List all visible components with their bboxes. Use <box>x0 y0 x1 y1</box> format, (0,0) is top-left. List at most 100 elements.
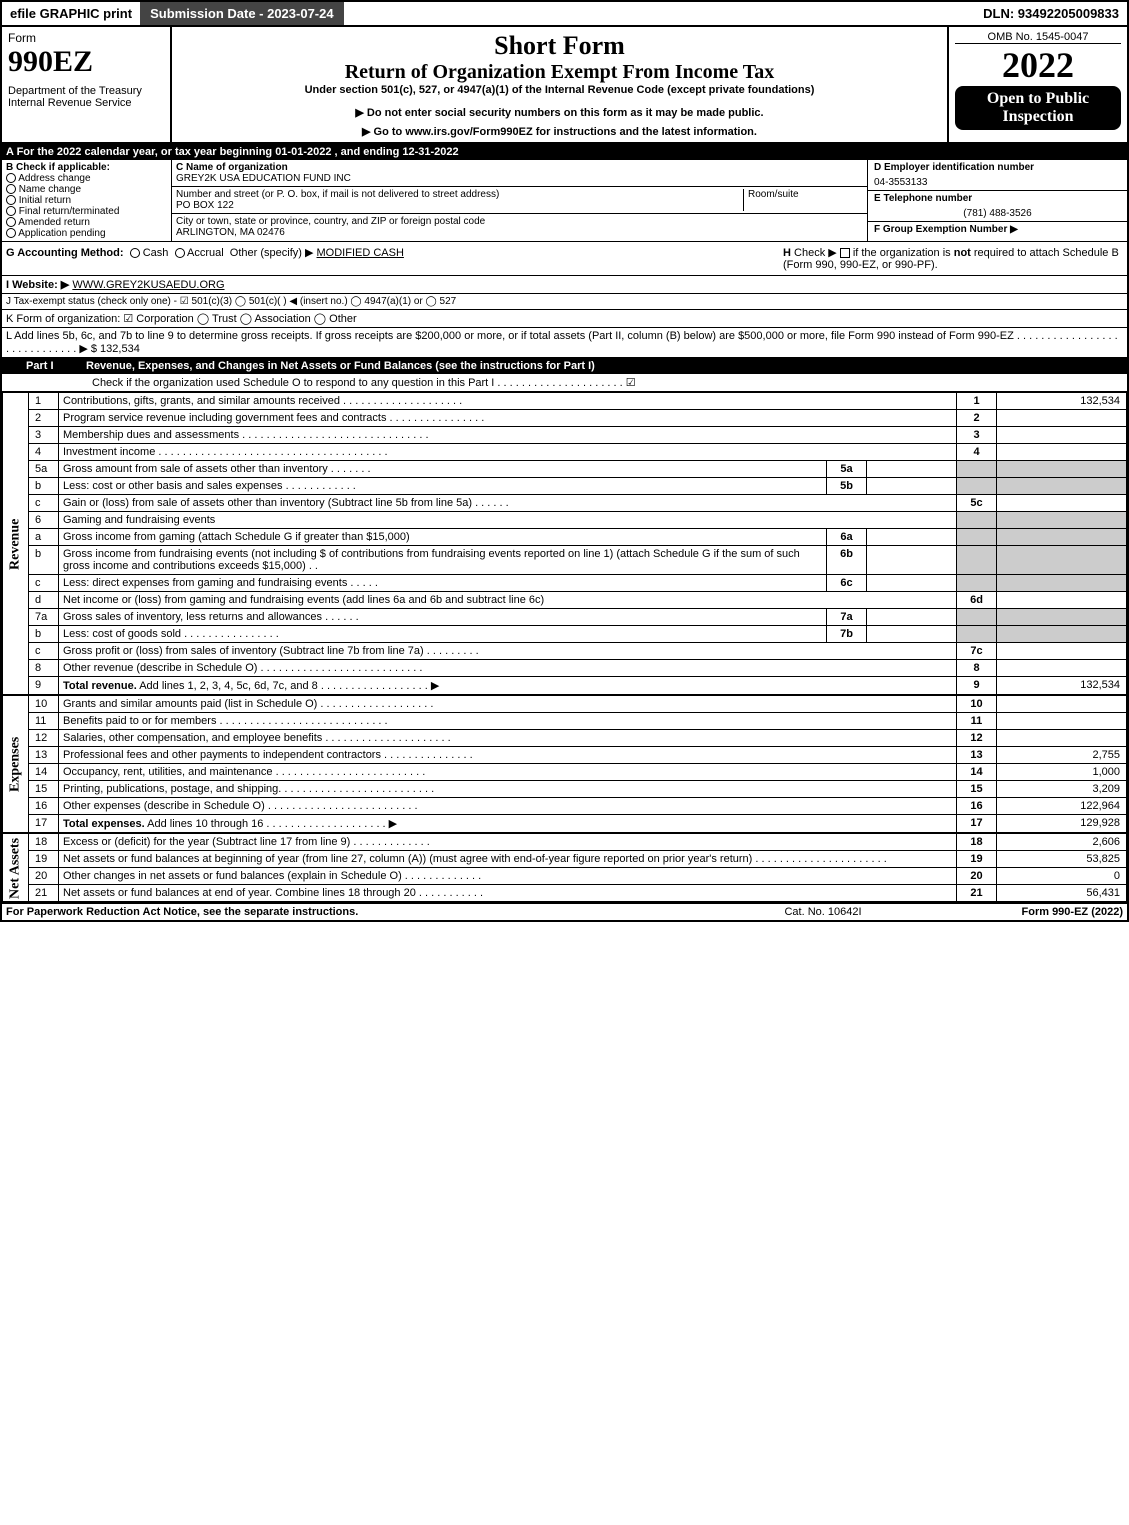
line-desc: Investment income . . . . . . . . . . . … <box>59 444 957 461</box>
chk-amended[interactable]: Amended return <box>6 217 167 228</box>
line-number: 9 <box>29 677 59 695</box>
line-value: 56,431 <box>997 885 1127 902</box>
line-value: 132,534 <box>997 393 1127 410</box>
line-g: G Accounting Method: Cash Accrual Other … <box>6 246 783 271</box>
table-row: 3Membership dues and assessments . . . .… <box>3 427 1127 444</box>
table-row: bLess: cost of goods sold . . . . . . . … <box>3 626 1127 643</box>
line-desc: Gain or (loss) from sale of assets other… <box>59 495 957 512</box>
warning: ▶ Do not enter social security numbers o… <box>178 106 941 119</box>
chk-final[interactable]: Final return/terminated <box>6 206 167 217</box>
line-value <box>997 427 1127 444</box>
line-desc: Grants and similar amounts paid (list in… <box>59 696 957 713</box>
line-desc: Less: cost or other basis and sales expe… <box>59 478 827 495</box>
line-desc: Professional fees and other payments to … <box>59 747 957 764</box>
part-1-header: Part I Revenue, Expenses, and Changes in… <box>2 358 1127 374</box>
table-row: Revenue1Contributions, gifts, grants, an… <box>3 393 1127 410</box>
line-number: c <box>29 575 59 592</box>
ein-label: D Employer identification number <box>868 160 1127 175</box>
line-number: 18 <box>29 834 59 851</box>
line-ref: 7c <box>957 643 997 660</box>
line-ref: 20 <box>957 868 997 885</box>
chk-initial[interactable]: Initial return <box>6 195 167 206</box>
form-990ez: efile GRAPHIC print Submission Date - 20… <box>0 0 1129 922</box>
b-title: B Check if applicable: <box>6 162 167 173</box>
c-street-row: Number and street (or P. O. box, if mail… <box>172 187 867 214</box>
line-value <box>997 575 1127 592</box>
line-k: K Form of organization: ☑ Corporation ◯ … <box>2 310 1127 328</box>
line-number: 19 <box>29 851 59 868</box>
footer: For Paperwork Reduction Act Notice, see … <box>2 902 1127 920</box>
line-desc: Gross amount from sale of assets other t… <box>59 461 827 478</box>
sub-line: 5a <box>827 461 867 478</box>
paperwork-notice: For Paperwork Reduction Act Notice, see … <box>6 906 723 918</box>
sub-line: 5b <box>827 478 867 495</box>
revenue-table: Revenue1Contributions, gifts, grants, an… <box>2 392 1127 695</box>
table-row: 15Printing, publications, postage, and s… <box>3 781 1127 798</box>
line-number: c <box>29 495 59 512</box>
line-number: 7a <box>29 609 59 626</box>
expenses-table: Expenses10Grants and similar amounts pai… <box>2 695 1127 833</box>
line-number: b <box>29 478 59 495</box>
table-row: 2Program service revenue including gover… <box>3 410 1127 427</box>
line-ref: 9 <box>957 677 997 695</box>
chk-pending[interactable]: Application pending <box>6 228 167 239</box>
line-ref: 2 <box>957 410 997 427</box>
header-mid: Short Form Return of Organization Exempt… <box>172 27 947 142</box>
col-c: C Name of organization GREY2K USA EDUCAT… <box>172 160 867 241</box>
org-name: GREY2K USA EDUCATION FUND INC <box>176 173 351 184</box>
website[interactable]: WWW.GREY2KUSAEDU.ORG <box>72 279 224 291</box>
table-row: aGross income from gaming (attach Schedu… <box>3 529 1127 546</box>
table-row: 8Other revenue (describe in Schedule O) … <box>3 660 1127 677</box>
table-row: 20Other changes in net assets or fund ba… <box>3 868 1127 885</box>
form-header: Form 990EZ Department of the Treasury In… <box>2 27 1127 144</box>
col-b: B Check if applicable: Address change Na… <box>2 160 172 241</box>
table-row: 9Total revenue. Add lines 1, 2, 3, 4, 5c… <box>3 677 1127 695</box>
line-ref <box>957 512 997 529</box>
table-row: 11Benefits paid to or for members . . . … <box>3 713 1127 730</box>
sub-line: 7a <box>827 609 867 626</box>
table-row: 17Total expenses. Add lines 10 through 1… <box>3 815 1127 833</box>
table-row: Net Assets18Excess or (deficit) for the … <box>3 834 1127 851</box>
line-value <box>997 478 1127 495</box>
line-number: 3 <box>29 427 59 444</box>
section-label: Expenses <box>3 696 29 833</box>
line-value <box>997 592 1127 609</box>
form-number: 990EZ <box>8 45 164 79</box>
line-value <box>997 512 1127 529</box>
goto: ▶ Go to www.irs.gov/Form990EZ for instru… <box>178 125 941 138</box>
line-value <box>997 546 1127 575</box>
line-value <box>997 696 1127 713</box>
chk-name[interactable]: Name change <box>6 184 167 195</box>
line-desc: Gaming and fundraising events <box>59 512 957 529</box>
line-number: 13 <box>29 747 59 764</box>
line-value: 3,209 <box>997 781 1127 798</box>
omb-number: OMB No. 1545-0047 <box>955 31 1121 44</box>
street: PO BOX 122 <box>176 200 234 211</box>
line-desc: Contributions, gifts, grants, and simila… <box>59 393 957 410</box>
line-desc: Gross sales of inventory, less returns a… <box>59 609 827 626</box>
line-value <box>997 643 1127 660</box>
line-number: b <box>29 546 59 575</box>
line-value <box>997 713 1127 730</box>
table-row: bLess: cost or other basis and sales exp… <box>3 478 1127 495</box>
section-bcd: B Check if applicable: Address change Na… <box>2 160 1127 242</box>
table-row: cGain or (loss) from sale of assets othe… <box>3 495 1127 512</box>
efile-label: efile GRAPHIC print <box>2 2 140 25</box>
line-number: d <box>29 592 59 609</box>
line-ref: 12 <box>957 730 997 747</box>
line-value: 1,000 <box>997 764 1127 781</box>
line-desc: Gross income from gaming (attach Schedul… <box>59 529 827 546</box>
department: Department of the Treasury Internal Reve… <box>8 85 164 109</box>
short-form-title: Short Form <box>178 31 941 61</box>
line-value <box>997 660 1127 677</box>
accounting-method: MODIFIED CASH <box>317 247 404 259</box>
line-ref: 16 <box>957 798 997 815</box>
gross-receipts: 132,534 <box>100 343 140 355</box>
line-number: 10 <box>29 696 59 713</box>
chk-address[interactable]: Address change <box>6 173 167 184</box>
line-ref <box>957 609 997 626</box>
table-row: 14Occupancy, rent, utilities, and mainte… <box>3 764 1127 781</box>
line-value <box>997 529 1127 546</box>
line-number: 14 <box>29 764 59 781</box>
tax-year: 2022 <box>955 44 1121 86</box>
